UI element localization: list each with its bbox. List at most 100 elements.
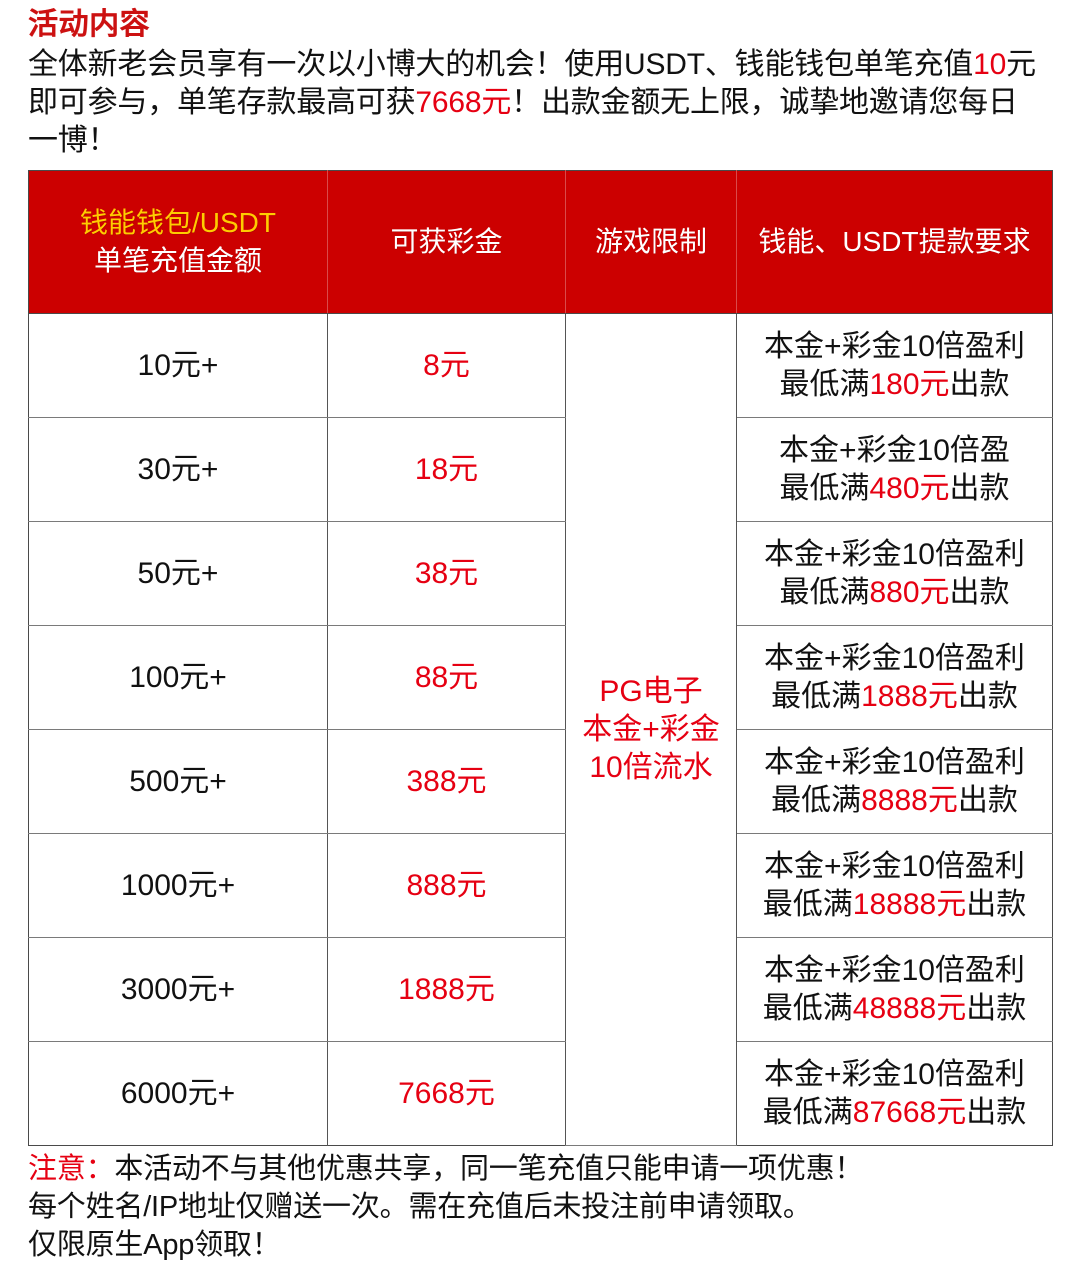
promotion-page: 活动内容 全体新老会员享有一次以小博大的机会！使用USDT、钱能钱包单笔充值10… [0,6,1080,1261]
requirement-prefix: 最低满 [762,991,853,1025]
table-header: 钱能钱包/USDT 单笔充值金额 可获彩金 游戏限制 钱能、USDT提款要求 [28,170,1053,314]
cell-withdrawal-requirement: 本金+彩金10倍盈利 最低满880元出款 [736,521,1053,626]
cell-deposit-amount: 10元+ [28,313,328,418]
requirement-threshold: 880元 [869,575,950,609]
table-row: 500元+ 388元 本金+彩金10倍盈利 最低满8888元出款 [28,729,1053,834]
cell-bonus-amount: 18元 [327,417,566,522]
cell-bonus-amount: 888元 [327,833,566,938]
game-restriction-line1: PG电子 [599,674,703,708]
cell-game-restriction: PG电子本金+彩金 10倍流水 [565,313,737,1146]
requirement-threshold: 180元 [869,367,950,401]
bonus-tier-table: 钱能钱包/USDT 单笔充值金额 可获彩金 游戏限制 钱能、USDT提款要求 1… [28,170,1053,1146]
cell-deposit-amount: 1000元+ [28,833,328,938]
requirement-line-2: 最低满8888元出款 [742,782,1047,820]
requirement-suffix: 出款 [957,783,1018,817]
cell-withdrawal-requirement: 本金+彩金10倍盈利 最低满87668元出款 [737,1042,1053,1146]
requirement-line-2: 最低满480元出款 [742,470,1047,508]
requirement-prefix: 最低满 [779,367,870,401]
requirement-prefix: 最低满 [762,1095,853,1129]
cell-deposit-amount: 6000元+ [28,1041,328,1146]
requirement-line-2: 最低满48888元出款 [742,990,1047,1028]
intro-paragraph: 全体新老会员享有一次以小博大的机会！使用USDT、钱能钱包单笔充值10元即可参与… [28,46,1038,160]
cell-withdrawal-requirement: 本金+彩金10倍盈利 最低满18888元出款 [736,833,1053,938]
cell-deposit-amount: 50元+ [28,521,328,626]
cell-bonus-amount: 388元 [327,729,566,834]
requirement-line-1: 本金+彩金10倍盈利 [764,745,1025,779]
table-row: 30元+ 18元 本金+彩金10倍盈 最低满480元出款 [28,417,1053,522]
requirement-line-1: 本金+彩金10倍盈利 [764,329,1025,363]
page-title: 活动内容 [28,8,150,41]
requirement-threshold: 48888元 [852,991,967,1025]
requirement-prefix: 最低满 [779,471,870,505]
intro-segment-2: 元即可参与，单笔存款最高可获 [28,48,1036,119]
requirement-line-2: 最低满1888元出款 [742,678,1047,716]
table-body: 10元+ 8元 PG电子 本金+彩金 10倍流水 本金+彩金10倍盈利 最低满180元出款 3… [28,313,1053,1146]
requirement-suffix: 出款 [957,679,1018,713]
requirement-suffix: 出款 [949,471,1010,505]
requirement-threshold: 87668元 [852,1095,967,1129]
cell-withdrawal-requirement: 本金+彩金10倍盈利 最低满48888元出款 [736,937,1053,1042]
requirement-line-2: 最低满180元出款 [742,366,1047,404]
table-row: 3000元+ 1888元 本金+彩金10倍盈利 最低满48888元出款 [28,937,1053,1042]
requirement-line-1: 本金+彩金10倍盈利 [764,849,1025,883]
cell-deposit-amount: 100元+ [28,625,328,730]
table-row: 50元+ 38元 本金+彩金10倍盈利 最低满880元出款 [28,521,1053,626]
requirement-prefix: 最低满 [771,679,862,713]
requirement-threshold: 8888元 [861,783,958,817]
cell-withdrawal-requirement: 本金+彩金10倍盈利 最低满1888元出款 [736,625,1053,730]
requirement-line-2: 最低满880元出款 [742,574,1047,612]
game-restriction-line2: 本金+彩金 [582,712,720,746]
notes-warning-label: 注意： [28,1153,115,1185]
table-header-row: 钱能钱包/USDT 单笔充值金额 可获彩金 游戏限制 钱能、USDT提款要求 [28,170,1053,314]
cell-deposit-amount: 30元+ [28,417,328,522]
requirement-line-2: 最低满18888元出款 [742,886,1047,924]
game-restriction-line3: 10倍流水 [589,750,713,784]
cell-withdrawal-requirement: 本金+彩金10倍盈 最低满480元出款 [736,417,1053,522]
notes-text-1: 本活动不与其他优惠共享，同一笔充值只能申请一项优惠！ [114,1153,864,1185]
requirement-suffix: 出款 [966,1095,1027,1129]
cell-bonus-amount: 38元 [327,521,566,626]
note-line-1: 注意：本活动不与其他优惠共享，同一笔充值只能申请一项优惠！ [28,1150,1052,1188]
requirement-suffix: 出款 [966,887,1027,921]
notes-block: 注意：本活动不与其他优惠共享，同一笔充值只能申请一项优惠！ 每个姓名/IP地址仅… [28,1150,1052,1264]
column-header-withdrawal-requirement: 钱能、USDT提款要求 [736,170,1053,314]
table-row: 100元+ 88元 本金+彩金10倍盈利 最低满1888元出款 [28,625,1053,730]
column-header-deposit-amount: 钱能钱包/USDT 单笔充值金额 [28,170,328,314]
note-line-3: 仅限原生App领取！ [28,1229,281,1261]
requirement-threshold: 480元 [869,471,950,505]
requirement-threshold: 18888元 [852,887,967,921]
cell-withdrawal-requirement: 本金+彩金10倍盈利 最低满180元出款 [736,313,1053,418]
requirement-prefix: 最低满 [779,575,870,609]
column-header-deposit-amount-label: 单笔充值金额 [93,245,262,276]
table-row: 1000元+ 888元 本金+彩金10倍盈利 最低满18888元出款 [28,833,1053,938]
intro-highlight-max-bonus: 7668元 [415,86,512,119]
note-line-2: 每个姓名/IP地址仅赠送一次。需在充值后未投注前申请领取。 [28,1191,812,1223]
table-row: 6000元+ 7668元 本金+彩金10倍盈利 最低满87668元出款 [28,1041,1053,1146]
cell-bonus-amount: 8元 [327,313,566,418]
cell-bonus-amount: 7668元 [327,1041,566,1146]
column-header-game-restriction: 游戏限制 [565,170,737,314]
intro-segment-3: ！出款金额无上限，诚挚地邀请您每日一博！ [28,86,1018,157]
cell-bonus-amount: 88元 [327,625,566,730]
requirement-suffix: 出款 [949,575,1010,609]
requirement-line-1: 本金+彩金10倍盈 [779,433,1010,467]
intro-highlight-min-deposit: 10 [973,48,1007,81]
cell-deposit-amount: 3000元+ [28,937,328,1042]
requirement-suffix: 出款 [949,367,1010,401]
requirement-threshold: 1888元 [861,679,958,713]
requirement-prefix: 最低满 [762,887,853,921]
requirement-line-1: 本金+彩金10倍盈利 [764,1057,1025,1091]
requirement-line-2: 最低满87668元出款 [742,1094,1047,1132]
requirement-line-1: 本金+彩金10倍盈利 [764,641,1025,675]
cell-bonus-amount: 1888元 [327,937,566,1042]
requirement-prefix: 最低满 [771,783,862,817]
intro-segment-1: 全体新老会员享有一次以小博大的机会！使用USDT、钱能钱包单笔充值 [28,48,974,81]
column-header-deposit-wallet-label: 钱能钱包/USDT [79,207,276,238]
requirement-line-1: 本金+彩金10倍盈利 [764,953,1025,987]
cell-withdrawal-requirement: 本金+彩金10倍盈利 最低满8888元出款 [736,729,1053,834]
cell-deposit-amount: 500元+ [28,729,328,834]
requirement-suffix: 出款 [966,991,1027,1025]
requirement-line-1: 本金+彩金10倍盈利 [764,537,1025,571]
column-header-bonus: 可获彩金 [327,170,566,314]
table-row: 10元+ 8元 PG电子 本金+彩金 10倍流水 本金+彩金10倍盈利 最低满180元出款 [28,313,1053,1146]
